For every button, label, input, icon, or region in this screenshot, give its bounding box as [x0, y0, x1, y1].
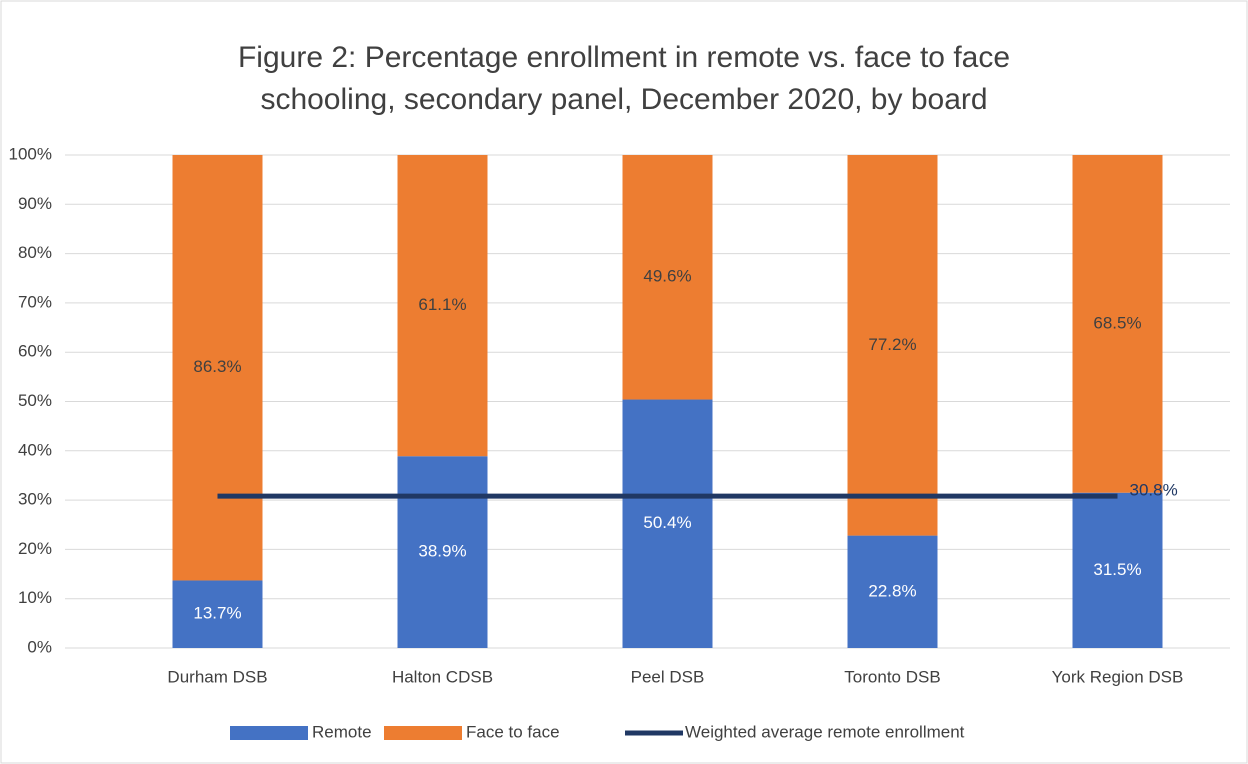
bar-segment [397, 155, 488, 457]
data-label: 49.6% [643, 267, 691, 286]
legend-swatch [230, 726, 308, 740]
y-tick-label: 40% [18, 440, 52, 459]
chart-title: schooling, secondary panel, December 202… [260, 83, 987, 116]
data-label: 38.9% [418, 542, 466, 561]
data-label: 68.5% [1093, 313, 1141, 332]
x-tick-label: Toronto DSB [844, 667, 940, 686]
data-label: 31.5% [1093, 560, 1141, 579]
data-label: 77.2% [868, 335, 916, 354]
bar-segment [1072, 492, 1163, 648]
y-tick-label: 80% [18, 243, 52, 262]
x-tick-label: Durham DSB [167, 667, 267, 686]
y-tick-label: 0% [27, 637, 52, 656]
x-tick-label: Peel DSB [631, 667, 705, 686]
bar-segment [847, 535, 938, 648]
bar-segment [622, 155, 713, 400]
y-tick-label: 10% [18, 588, 52, 607]
data-label: 30.8% [1130, 481, 1178, 500]
y-tick-label: 20% [18, 539, 52, 558]
legend-label: Face to face [466, 722, 560, 741]
data-label: 13.7% [193, 604, 241, 623]
y-tick-label: 50% [18, 391, 52, 410]
data-label: 50.4% [643, 513, 691, 532]
bar-segment [847, 155, 938, 536]
legend-label: Weighted average remote enrollment [685, 722, 965, 741]
bar-segment [172, 580, 263, 648]
y-tick-label: 30% [18, 490, 52, 509]
x-tick-label: Halton CDSB [392, 667, 493, 686]
y-tick-label: 90% [18, 194, 52, 213]
legend-swatch [384, 726, 462, 740]
bar-segment [397, 456, 488, 648]
data-label: 22.8% [868, 581, 916, 600]
legend-label: Remote [312, 722, 372, 741]
y-tick-label: 60% [18, 342, 52, 361]
y-tick-label: 70% [18, 292, 52, 311]
bar-segment [172, 155, 263, 581]
data-label: 86.3% [193, 357, 241, 376]
chart-title: Figure 2: Percentage enrollment in remot… [238, 41, 1010, 74]
bar-segment [622, 399, 713, 648]
y-tick-label: 100% [9, 144, 52, 163]
data-label: 61.1% [418, 295, 466, 314]
bar-segment [1072, 155, 1163, 493]
x-tick-label: York Region DSB [1052, 667, 1184, 686]
